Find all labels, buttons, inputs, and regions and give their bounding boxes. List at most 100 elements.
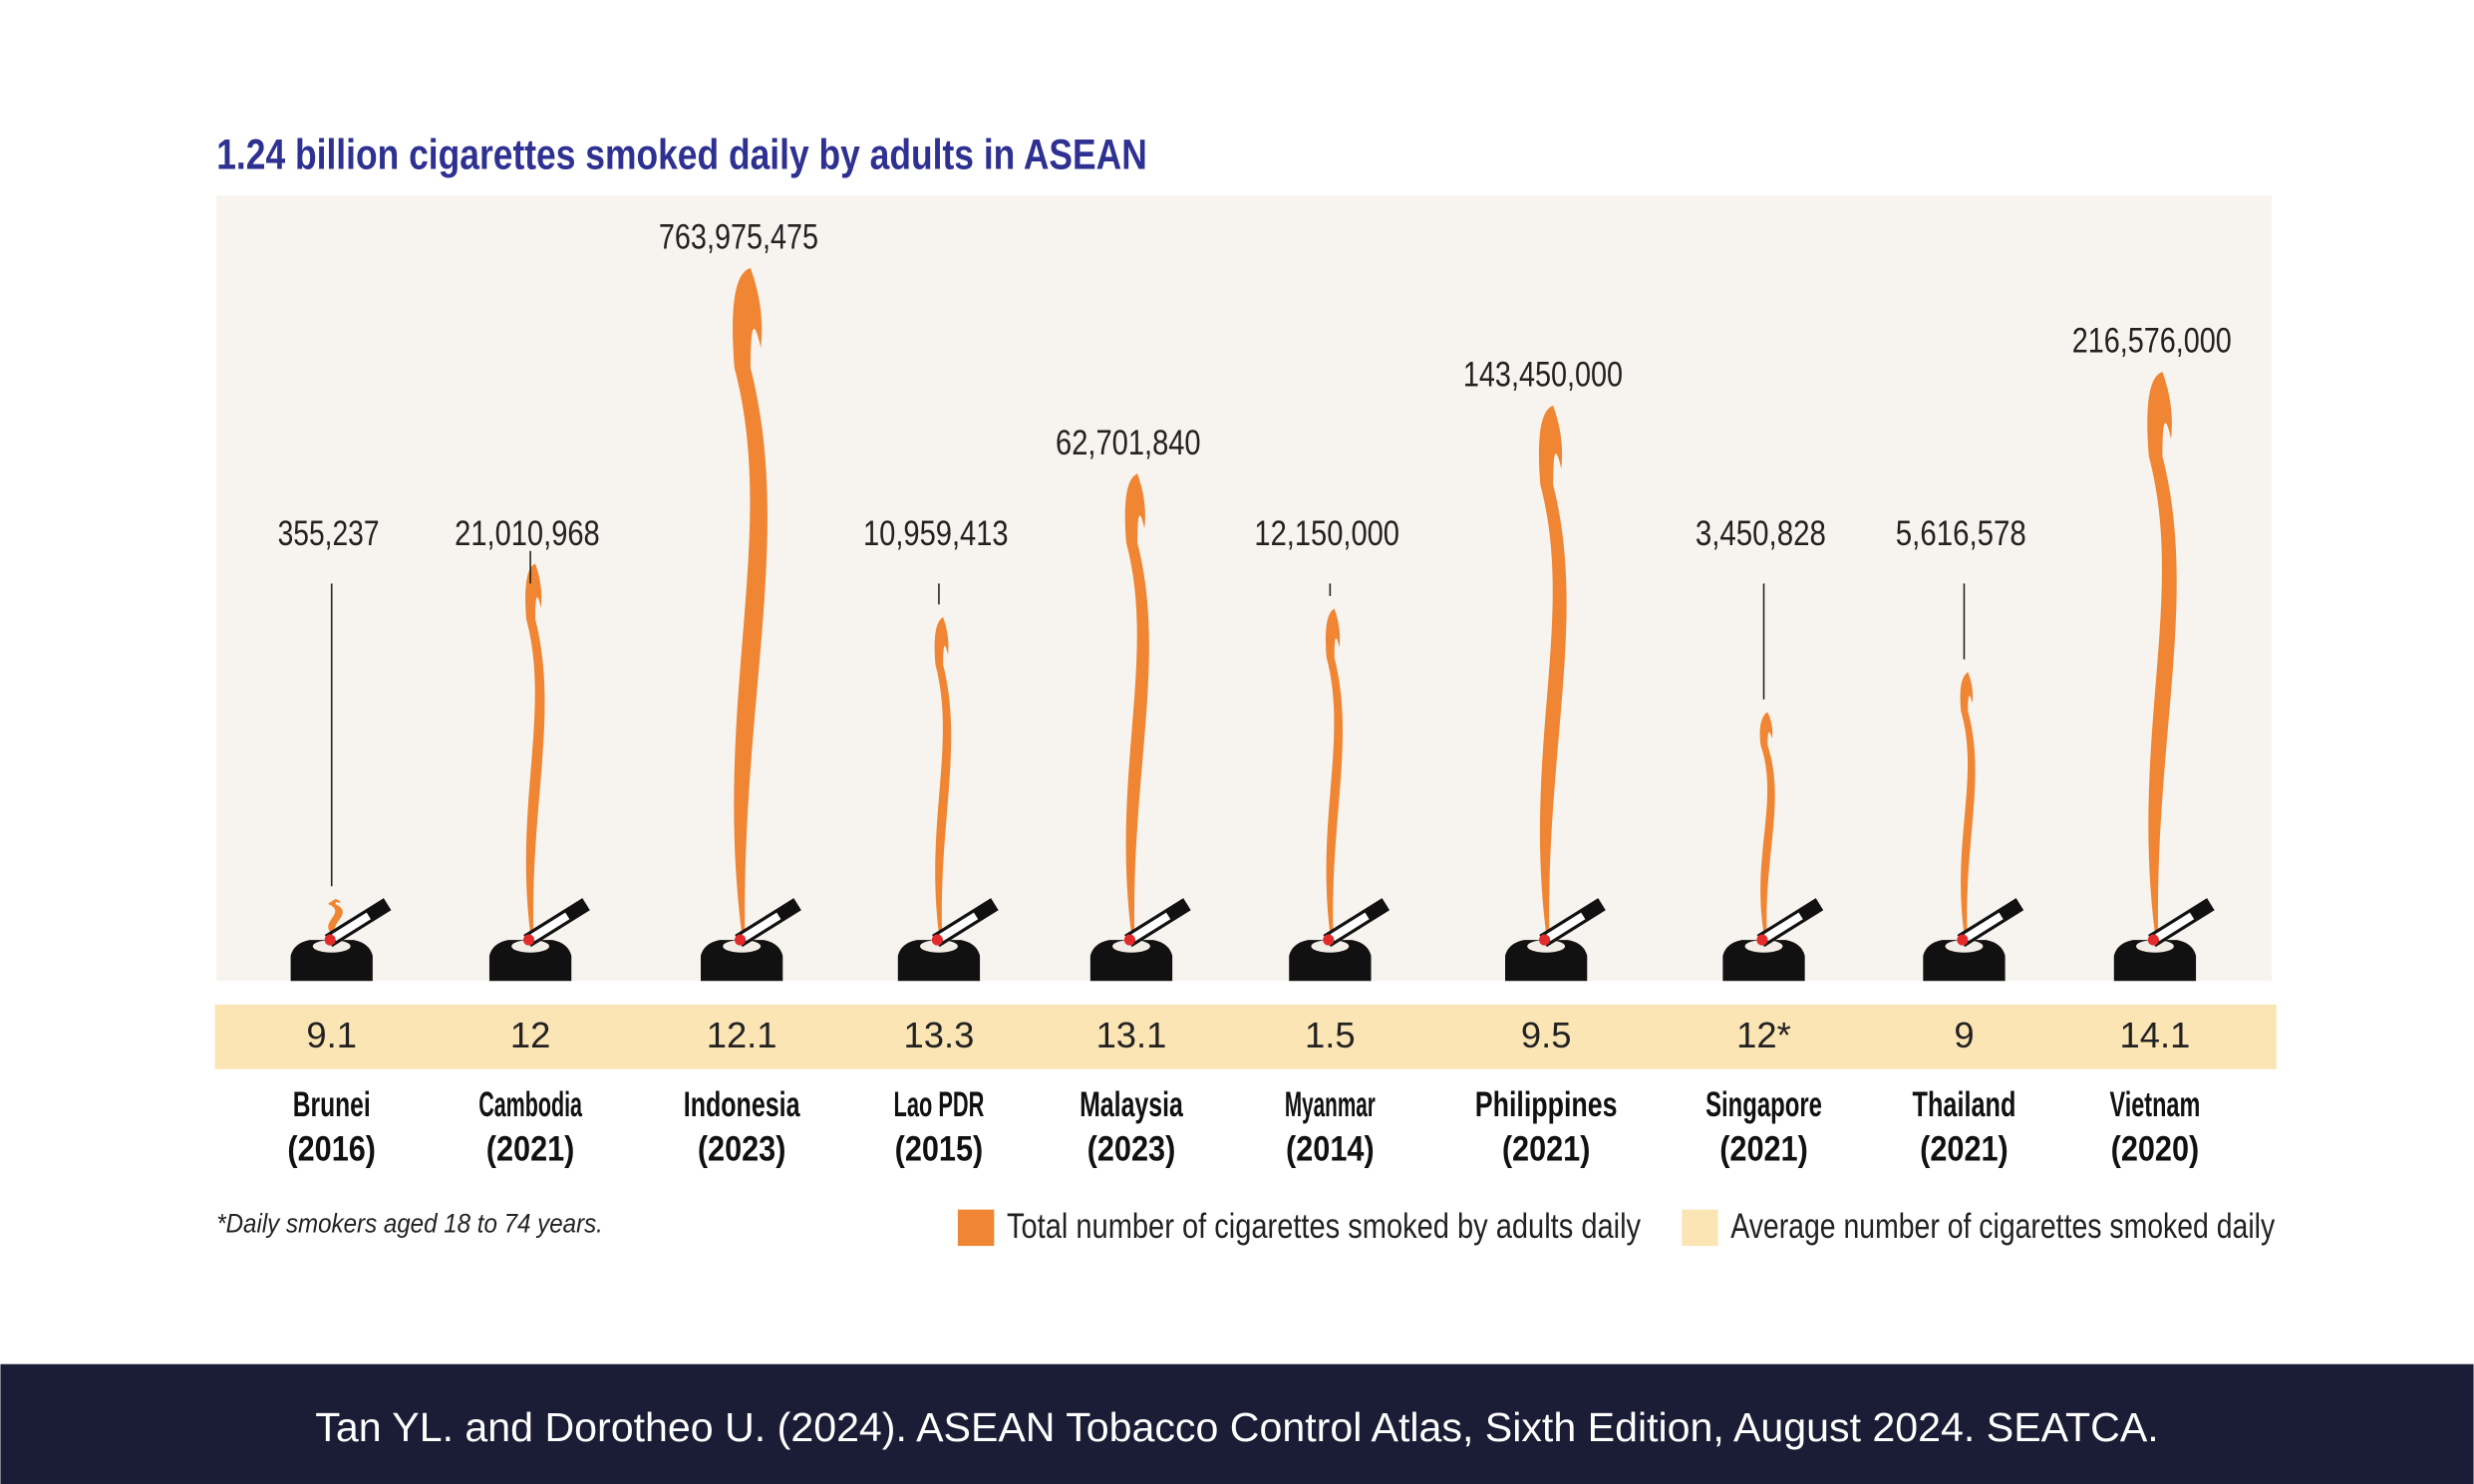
smoke-plume	[1124, 473, 1149, 934]
category-label: Vietnam	[2110, 1085, 2201, 1124]
ember	[1323, 934, 1335, 946]
ashtray	[290, 940, 373, 982]
year-label: (2014)	[1286, 1129, 1375, 1168]
category-label: Lao PDR	[894, 1085, 985, 1124]
legend-swatch	[957, 1209, 995, 1247]
ashtray	[488, 940, 572, 982]
cigarette-paper	[1763, 912, 1803, 942]
year-label: (2023)	[1087, 1129, 1176, 1168]
value-label: 763,975,475	[659, 218, 818, 257]
ashtray	[1289, 940, 1372, 982]
value-label: 216,576,000	[2072, 322, 2232, 361]
average-band	[214, 1004, 2277, 1069]
ashtray-well	[1744, 940, 1783, 953]
value-label: 5,616,578	[1896, 514, 2026, 553]
ashtray-well	[312, 940, 351, 953]
ember	[324, 934, 336, 946]
cigarette-paper	[1330, 912, 1370, 942]
ashtray-well	[1111, 940, 1150, 953]
category-label: Cambodia	[478, 1085, 582, 1124]
ember	[1957, 934, 1969, 946]
ashtray-well	[1527, 940, 1566, 953]
value-label: 3,450,828	[1696, 514, 1826, 553]
cigarette-paper	[1546, 912, 1586, 942]
year-label: (2016)	[287, 1129, 376, 1168]
legend-swatch	[1682, 1209, 1718, 1247]
legend-label: Total number of cigarettes smoked by adu…	[1007, 1207, 1642, 1246]
ashtray	[897, 940, 981, 982]
ashtray	[1089, 940, 1173, 982]
category-label: Thailand	[1913, 1085, 2016, 1124]
smoke-plume	[733, 268, 768, 934]
ember	[522, 934, 535, 946]
average-label: 12*	[1736, 1015, 1791, 1055]
average-label: 9	[1954, 1015, 1974, 1055]
year-label: (2021)	[1719, 1129, 1808, 1168]
value-label: 12,150,000	[1254, 514, 1399, 553]
year-label: (2020)	[2111, 1129, 2200, 1168]
average-label: 9.1	[306, 1015, 357, 1055]
ashtray	[700, 940, 783, 982]
ashtray-well	[723, 940, 762, 953]
plot-background	[216, 195, 2273, 982]
value-label: 62,701,840	[1056, 424, 1201, 462]
source: Tan YL. and Dorotheo U. (2024). ASEAN To…	[315, 1404, 2158, 1450]
cigarette-paper	[1131, 912, 1171, 942]
average-label: 1.5	[1305, 1015, 1356, 1055]
year-label: (2015)	[895, 1129, 984, 1168]
average-label: 13.1	[1096, 1015, 1167, 1055]
average-label: 12	[510, 1015, 550, 1055]
smoke-plume	[1759, 712, 1775, 934]
ashtray	[1505, 940, 1588, 982]
ashtray-well	[1945, 940, 1984, 953]
average-label: 9.5	[1521, 1015, 1572, 1055]
ashtray	[1923, 940, 2006, 982]
category-label: Indonesia	[684, 1085, 800, 1124]
legend-label: Average number of cigarettes smoked dail…	[1730, 1207, 2275, 1246]
ashtray	[2113, 940, 2197, 982]
value-label: 355,237	[278, 514, 380, 553]
smoke-plume	[1960, 672, 1976, 934]
category-label: Malaysia	[1080, 1085, 1183, 1124]
ember	[735, 934, 747, 946]
cigarette-paper	[1964, 912, 2004, 942]
cigarette-paper	[939, 912, 979, 942]
chart-title: 1.24 billion cigarettes smoked daily by …	[216, 132, 1147, 179]
smoke-plume	[1538, 405, 1567, 934]
category-label: Myanmar	[1285, 1085, 1376, 1124]
cigarette-paper	[742, 912, 781, 942]
ember	[931, 934, 943, 946]
ashtray-well	[1311, 940, 1350, 953]
category-label: Singapore	[1705, 1085, 1822, 1124]
category-label: Philippines	[1475, 1085, 1618, 1124]
average-label: 14.1	[2120, 1015, 2191, 1055]
ashtray-well	[511, 940, 550, 953]
footer-bar	[0, 1363, 2474, 1484]
cigarette-paper	[530, 912, 570, 942]
category-label: Brunei	[293, 1085, 371, 1124]
ember	[1539, 934, 1551, 946]
ashtray	[1722, 940, 1805, 982]
cigarette-paper	[331, 912, 371, 942]
cigarette-paper	[2155, 912, 2195, 942]
footnote: *Daily smokers aged 18 to 74 years.	[216, 1209, 603, 1239]
year-label: (2021)	[486, 1129, 575, 1168]
smoke-plume	[327, 898, 343, 934]
year-label: (2021)	[1920, 1129, 2009, 1168]
smoke-plume	[525, 563, 545, 934]
ember	[1123, 934, 1135, 946]
smoke-plume	[1325, 608, 1343, 934]
value-label: 10,959,413	[863, 514, 1009, 553]
average-label: 12.1	[707, 1015, 777, 1055]
value-label: 21,010,968	[455, 514, 600, 553]
value-label: 143,450,000	[1463, 356, 1623, 395]
year-label: (2023)	[698, 1129, 786, 1168]
ember	[1756, 934, 1768, 946]
ember	[2147, 934, 2159, 946]
smoke-plume	[934, 617, 952, 934]
year-label: (2021)	[1502, 1129, 1591, 1168]
ashtray-well	[919, 940, 958, 953]
ashtray-well	[2135, 940, 2174, 953]
smoke-plume	[2147, 371, 2177, 934]
